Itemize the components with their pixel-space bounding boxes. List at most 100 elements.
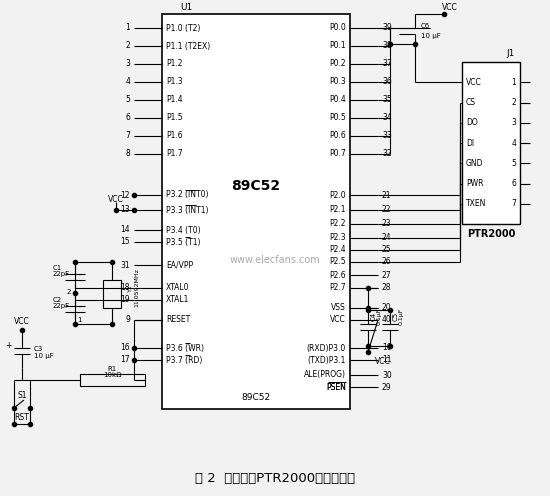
Text: PSEN: PSEN bbox=[326, 382, 346, 391]
Text: 0.1μF: 0.1μF bbox=[399, 308, 404, 325]
Text: 89C52: 89C52 bbox=[241, 392, 271, 401]
Text: C5: C5 bbox=[393, 311, 399, 320]
Text: (RXD)P3.0: (RXD)P3.0 bbox=[307, 344, 346, 353]
Text: P2.2: P2.2 bbox=[329, 220, 346, 229]
Text: 2: 2 bbox=[67, 289, 71, 295]
Text: VCC: VCC bbox=[108, 195, 124, 204]
Text: DI: DI bbox=[466, 138, 474, 147]
Text: 10 μF: 10 μF bbox=[421, 33, 441, 39]
Bar bbox=[462, 62, 520, 224]
Text: 27: 27 bbox=[382, 270, 392, 280]
Text: VSS: VSS bbox=[331, 304, 346, 312]
Text: P0.5: P0.5 bbox=[329, 114, 346, 123]
Text: XTAL0: XTAL0 bbox=[166, 284, 190, 293]
Text: 5: 5 bbox=[125, 96, 130, 105]
Text: 17: 17 bbox=[120, 356, 130, 365]
Text: P1.5: P1.5 bbox=[166, 114, 183, 123]
Text: DO: DO bbox=[466, 118, 478, 127]
Text: C6: C6 bbox=[421, 23, 430, 29]
Text: 26: 26 bbox=[382, 257, 392, 266]
Text: P3.4 (T0): P3.4 (T0) bbox=[166, 226, 201, 235]
Text: P1.7: P1.7 bbox=[166, 149, 183, 159]
Text: VCC: VCC bbox=[330, 315, 346, 324]
Text: XTAL1: XTAL1 bbox=[166, 296, 189, 305]
Bar bbox=[80, 374, 145, 386]
Text: PSEN: PSEN bbox=[326, 382, 346, 391]
Text: 22pF: 22pF bbox=[53, 303, 70, 309]
Text: 18: 18 bbox=[120, 284, 130, 293]
Text: VCC: VCC bbox=[14, 317, 30, 326]
Text: CS: CS bbox=[466, 98, 476, 107]
Text: PWR: PWR bbox=[466, 179, 483, 188]
Text: 34: 34 bbox=[382, 114, 392, 123]
Text: P1.2: P1.2 bbox=[166, 60, 183, 68]
Text: 89C52: 89C52 bbox=[232, 180, 280, 193]
Text: 35: 35 bbox=[382, 96, 392, 105]
Text: 6: 6 bbox=[125, 114, 130, 123]
Text: P2.5: P2.5 bbox=[329, 257, 346, 266]
Text: C3: C3 bbox=[34, 346, 43, 352]
Text: 7: 7 bbox=[511, 199, 516, 208]
Text: 2: 2 bbox=[125, 42, 130, 51]
Text: www.elecfans.com: www.elecfans.com bbox=[230, 255, 320, 265]
Text: 7: 7 bbox=[125, 131, 130, 140]
Text: 4: 4 bbox=[125, 77, 130, 86]
Text: 图 2  单片机与PTR2000接口原理图: 图 2 单片机与PTR2000接口原理图 bbox=[195, 472, 355, 485]
Text: GND: GND bbox=[466, 159, 483, 168]
Text: 31: 31 bbox=[120, 260, 130, 269]
Text: VCC: VCC bbox=[442, 3, 458, 12]
Text: 19: 19 bbox=[120, 296, 130, 305]
Text: 12: 12 bbox=[120, 190, 130, 199]
Text: 0.1μF: 0.1μF bbox=[377, 308, 382, 325]
Text: +: + bbox=[6, 340, 12, 350]
Text: P3.2 (INT0): P3.2 (INT0) bbox=[166, 190, 208, 199]
Text: P3.3 (INT1): P3.3 (INT1) bbox=[166, 205, 208, 214]
Text: PTR2000: PTR2000 bbox=[467, 229, 515, 239]
Text: 4: 4 bbox=[511, 138, 516, 147]
Text: 15: 15 bbox=[120, 238, 130, 247]
Text: 1: 1 bbox=[77, 317, 81, 323]
Text: 11: 11 bbox=[382, 356, 392, 365]
Text: 9: 9 bbox=[125, 315, 130, 324]
Text: 32: 32 bbox=[382, 149, 392, 159]
Text: 1: 1 bbox=[125, 23, 130, 33]
Text: TXEN: TXEN bbox=[466, 199, 486, 208]
Text: 28: 28 bbox=[382, 284, 392, 293]
Text: 40: 40 bbox=[382, 315, 392, 324]
Bar bbox=[162, 14, 350, 409]
Text: VCC: VCC bbox=[375, 358, 391, 367]
Text: P0.7: P0.7 bbox=[329, 149, 346, 159]
Text: P1.3: P1.3 bbox=[166, 77, 183, 86]
Text: C1: C1 bbox=[53, 265, 62, 271]
Text: RST: RST bbox=[15, 414, 29, 423]
Text: 10 μF: 10 μF bbox=[34, 353, 54, 359]
Bar bbox=[103, 280, 121, 308]
Text: C2: C2 bbox=[53, 297, 62, 303]
Text: 5: 5 bbox=[511, 159, 516, 168]
Text: 8: 8 bbox=[125, 149, 130, 159]
Text: J1: J1 bbox=[507, 50, 515, 59]
Text: P1.0 (T2): P1.0 (T2) bbox=[166, 23, 200, 33]
Text: 23: 23 bbox=[382, 220, 392, 229]
Text: 39: 39 bbox=[382, 23, 392, 33]
Text: P3.7 (RD): P3.7 (RD) bbox=[166, 356, 202, 365]
Text: P0.1: P0.1 bbox=[329, 42, 346, 51]
Text: 16: 16 bbox=[120, 344, 130, 353]
Text: P1.1 (T2EX): P1.1 (T2EX) bbox=[166, 42, 210, 51]
Text: P0.2: P0.2 bbox=[329, 60, 346, 68]
Text: (TXD)P3.1: (TXD)P3.1 bbox=[307, 356, 346, 365]
Text: 14: 14 bbox=[120, 226, 130, 235]
Text: P2.1: P2.1 bbox=[329, 205, 346, 214]
Text: 20: 20 bbox=[382, 304, 392, 312]
Text: P2.3: P2.3 bbox=[329, 234, 346, 243]
Text: 29: 29 bbox=[382, 382, 392, 391]
Text: C4: C4 bbox=[371, 311, 377, 320]
Text: ALE(PROG): ALE(PROG) bbox=[304, 371, 346, 379]
Text: R1: R1 bbox=[108, 366, 117, 372]
Text: 24: 24 bbox=[382, 234, 392, 243]
Text: 38: 38 bbox=[382, 42, 392, 51]
Text: 37: 37 bbox=[382, 60, 392, 68]
Text: 1: 1 bbox=[512, 78, 516, 87]
Text: 36: 36 bbox=[382, 77, 392, 86]
Text: P2.4: P2.4 bbox=[329, 246, 346, 254]
